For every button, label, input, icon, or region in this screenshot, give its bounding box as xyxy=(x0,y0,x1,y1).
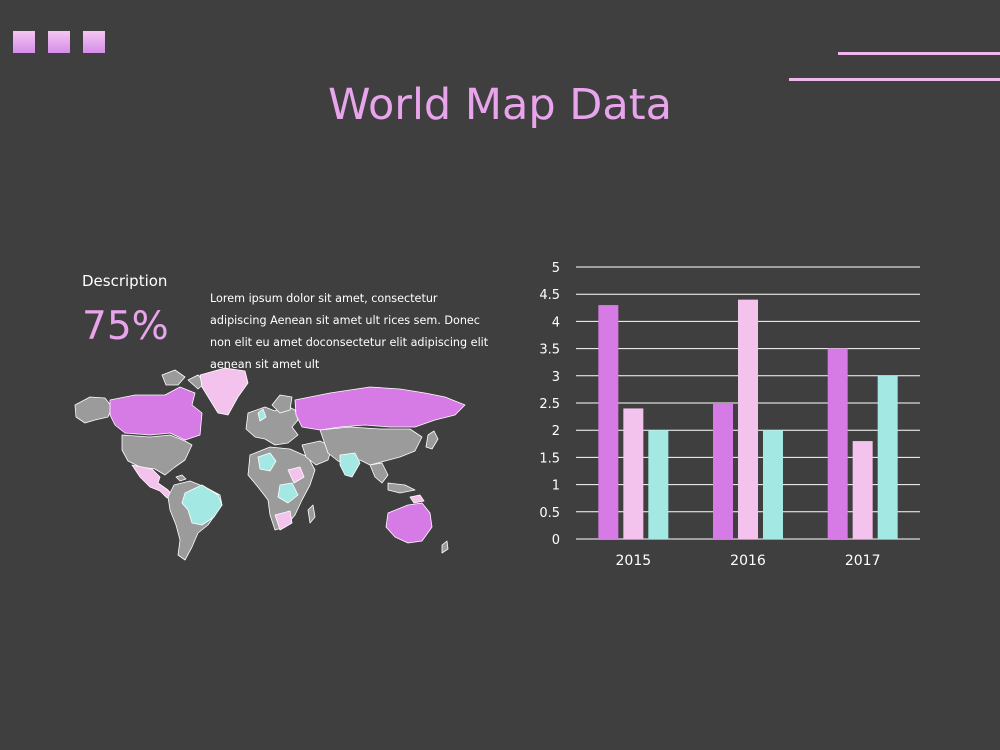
map-africa-west xyxy=(257,452,277,472)
bar-2015-series-3 xyxy=(648,430,669,539)
description-text: Lorem ipsum dolor sit amet, consectetur … xyxy=(210,292,489,371)
x-tick-label: 2016 xyxy=(730,553,766,569)
map-scandinavia xyxy=(271,394,293,414)
map-australia xyxy=(385,502,433,544)
map-indonesia xyxy=(409,494,425,504)
map-africa-south xyxy=(274,510,293,531)
map-greenland xyxy=(199,367,249,416)
bar-2016-series-2 xyxy=(738,299,758,539)
map-usa xyxy=(121,434,193,476)
map-asia xyxy=(319,426,423,466)
bar-2015-series-1 xyxy=(598,305,619,539)
map-europe xyxy=(245,404,299,446)
bar-2017-series-3 xyxy=(877,375,898,539)
decorative-square xyxy=(13,31,35,53)
map-madagascar xyxy=(307,504,316,524)
y-tick-label: 4 xyxy=(552,315,560,330)
y-tick-label: 3 xyxy=(552,370,560,385)
y-tick-label: 1 xyxy=(552,479,560,494)
percent-value: 75% xyxy=(82,304,169,349)
decorative-line-bottom xyxy=(789,78,1000,81)
map-russia xyxy=(294,386,466,431)
decorative-squares xyxy=(13,31,105,53)
description-label: Description xyxy=(82,272,168,290)
map-southeast-asia xyxy=(369,462,416,494)
y-tick-label: 1.5 xyxy=(539,451,560,466)
map-canada xyxy=(109,386,203,441)
map-middle-east xyxy=(301,440,333,466)
bar-chart: 0 0.5 1 1.5 2 2.5 3 3.5 4 4.5 5 2015 2016 2017 xyxy=(539,261,920,569)
bar-2016-series-1 xyxy=(713,403,733,539)
decorative-line-top xyxy=(838,52,1000,55)
y-tick-label: 5 xyxy=(552,261,560,276)
x-tick-label: 2017 xyxy=(845,553,881,569)
decorative-square xyxy=(48,31,70,53)
map-india xyxy=(339,452,361,478)
y-tick-label: 2 xyxy=(552,424,560,439)
y-tick-label: 2.5 xyxy=(539,397,560,412)
map-japan xyxy=(425,430,439,450)
map-brazil xyxy=(181,484,223,526)
bar-2017-series-1 xyxy=(827,348,848,539)
world-map xyxy=(74,367,466,561)
y-axis-ticks: 0 0.5 1 1.5 2 2.5 3 3.5 4 4.5 5 xyxy=(539,261,560,548)
map-africa-east xyxy=(287,466,305,484)
y-tick-label: 3.5 xyxy=(539,343,560,358)
y-tick-label: 0 xyxy=(552,533,560,548)
map-caribbean xyxy=(175,474,187,482)
map-africa-central xyxy=(277,482,299,504)
y-tick-label: 0.5 xyxy=(539,506,560,521)
bar-2015-series-2 xyxy=(623,408,644,539)
map-arctic-islands xyxy=(161,369,206,390)
chart-bars xyxy=(598,299,898,539)
decorative-square xyxy=(83,31,105,53)
map-alaska xyxy=(74,396,113,424)
y-tick-label: 4.5 xyxy=(539,288,560,303)
x-tick-label: 2015 xyxy=(616,553,652,569)
bar-2016-series-3 xyxy=(763,430,783,539)
map-new-zealand xyxy=(441,540,449,554)
x-axis-ticks: 2015 2016 2017 xyxy=(616,553,881,569)
bar-2017-series-2 xyxy=(852,441,873,539)
map-uk xyxy=(257,408,267,422)
slide-title: World Map Data xyxy=(328,80,672,130)
